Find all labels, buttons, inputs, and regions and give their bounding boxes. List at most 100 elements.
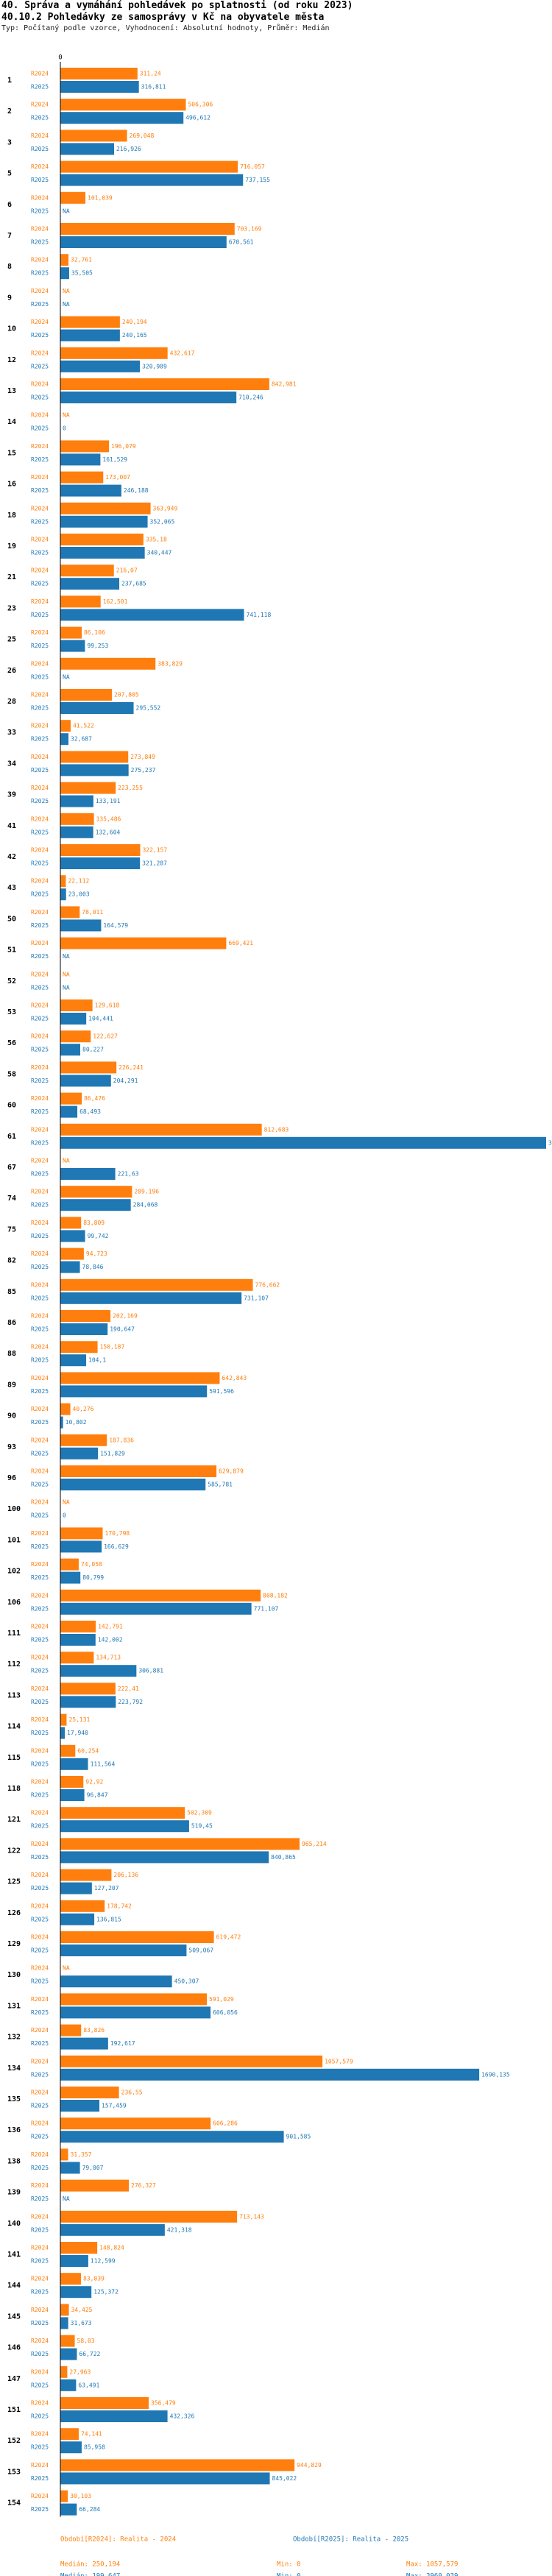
bar-r2024 [60,2273,81,2285]
bar-r2024 [60,316,120,328]
series-row-label: R2025 [31,2506,49,2513]
category-label: 139 [7,2189,21,2197]
data-label: 606,286 [213,2120,238,2127]
data-label: 585,781 [208,1482,233,1488]
category-label: 100 [7,1505,21,1513]
bar-r2024 [60,875,66,888]
data-label: 78,846 [82,1264,104,1270]
bar-r2025 [60,1758,88,1770]
page-meta: Typ: Počítaný podle vzorce, Vyhodnocení:… [1,24,330,32]
bar-r2025 [60,2037,108,2050]
bar-r2025 [60,515,148,528]
series-row-label: R2024 [31,1313,49,1320]
bar-r2024 [60,565,114,577]
bar-r2025 [60,578,120,590]
page-header: 40. Správa a vymáhání pohledávek po spla… [0,0,552,34]
category-label: 154 [7,2499,21,2508]
bar-r2025 [60,2223,165,2236]
bar-r2024 [60,160,238,173]
category-label: 14 [7,418,16,426]
category-label: 39 [7,791,16,799]
bar-r2025 [60,1323,108,1335]
category-label: 126 [7,1909,21,1917]
bar-r2024 [60,1465,217,1477]
data-label: 240,194 [122,319,147,325]
bar-r2025 [60,484,121,497]
bar-r2025 [60,1261,80,1273]
bar-r2024 [60,254,69,266]
data-label: 134,713 [96,1655,121,1661]
series-row-label: R2024 [31,940,49,946]
category-label: 82 [7,1257,16,1265]
bar-r2025 [60,640,85,652]
bar-r2024 [60,1589,261,1602]
series-row-label: R2024 [31,1468,49,1475]
data-label: 74,058 [81,1561,102,1568]
series-row-label: R2024 [31,71,49,77]
data-label: 670,561 [229,239,254,246]
data-label: 40,276 [73,1406,94,1412]
data-label: 352,065 [150,518,175,525]
bar-r2025 [60,174,244,186]
series-row-label: R2025 [31,1171,49,1178]
series-row-label: R2024 [31,2338,49,2344]
data-label: NA [63,1499,70,1506]
category-label: 90 [7,1412,16,1420]
series-row-label: R2024 [31,629,49,636]
series-row-label: R2024 [31,102,49,108]
series-row-label: R2025 [31,1543,49,1550]
data-label: 223,792 [118,1699,143,1705]
data-label: 731,107 [244,1295,269,1301]
category-label: 152 [7,2437,21,2445]
data-label: 85,958 [84,2444,105,2451]
category-label: 60 [7,1102,16,1110]
bar-r2024 [60,1061,117,1074]
category-label: 144 [7,2282,21,2290]
category-label: 111 [7,1630,21,1638]
series-row-label: R2025 [31,1854,49,1861]
bar-r2024 [60,999,93,1011]
bar-r2024 [60,1713,67,1726]
category-label: 34 [7,760,16,768]
bar-r2024 [60,2055,323,2067]
bar-r2025 [60,888,66,901]
bar-r2024 [60,906,80,919]
bar-r2024 [60,347,168,359]
data-label: 669,421 [228,940,253,946]
bar-r2025 [60,112,184,124]
bar-r2024 [60,1869,112,1881]
data-label: 78,011 [82,909,103,916]
bar-r2024 [60,813,94,825]
bar-r2024 [60,1527,103,1540]
series-row-label: R2025 [31,922,49,929]
data-label: 944,829 [297,2462,322,2469]
series-row-label: R2025 [31,2195,49,2202]
bar-r2024 [60,471,104,484]
bar-r2025 [60,2100,100,2112]
category-label: 19 [7,542,16,551]
data-label: 496,612 [185,115,210,121]
data-label: 99,253 [87,643,108,649]
bar-r2025 [60,1479,206,1490]
series-row-label: R2024 [31,1716,49,1723]
series-row-label: R2025 [31,1978,49,1985]
bar-r2024 [60,595,101,608]
series-row-label: R2024 [31,1126,49,1133]
series-row-label: R2024 [31,723,49,729]
bar-r2024 [60,2490,68,2502]
series-row-label: R2024 [31,2120,49,2127]
series-row-label: R2025 [31,1233,49,1239]
bar-r2025 [60,547,145,559]
bar-r2025 [60,702,134,714]
data-label: 112,599 [91,2258,116,2265]
series-row-label: R2025 [31,1047,49,1053]
category-label: 121 [7,1816,21,1824]
category-label: 145 [7,2313,21,2321]
legend-median-r2024: Medián: 250,194 [60,2561,120,2568]
series-row-label: R2024 [31,381,49,388]
bar-r2024 [60,440,110,453]
data-label: 703,169 [237,226,262,233]
series-row-label: R2025 [31,2289,49,2296]
data-label: 295,552 [136,705,161,712]
bar-r2025 [60,2006,211,2019]
